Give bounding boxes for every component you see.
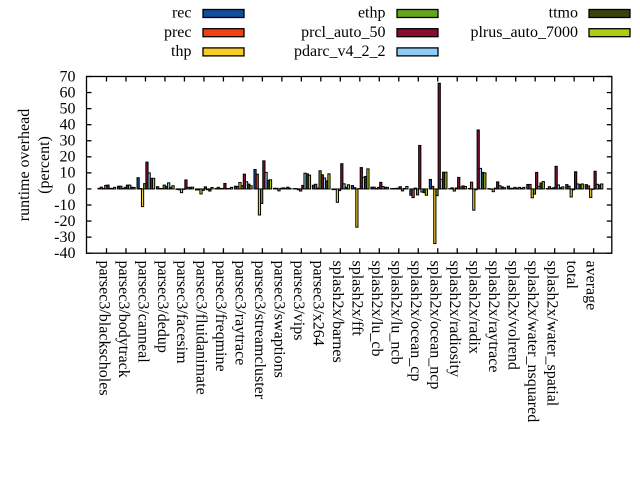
svg-text:-20: -20 [54, 213, 75, 230]
svg-text:60: 60 [60, 84, 76, 101]
svg-text:parsec3/x264: parsec3/x264 [310, 261, 327, 346]
svg-text:splash2x/barnes: splash2x/barnes [329, 261, 346, 363]
svg-text:splash2x/ocean_ncp: splash2x/ocean_ncp [427, 261, 444, 390]
svg-text:30: 30 [60, 133, 76, 150]
svg-text:parsec3/bodytrack: parsec3/bodytrack [115, 261, 132, 378]
svg-text:70: 70 [60, 68, 76, 85]
svg-text:plrus_auto_7000: plrus_auto_7000 [470, 24, 578, 41]
svg-text:total: total [563, 261, 580, 290]
svg-text:ttmo: ttmo [549, 5, 578, 22]
svg-text:prcl_auto_50: prcl_auto_50 [301, 24, 385, 41]
svg-text:0: 0 [68, 181, 76, 198]
svg-text:parsec3/fluidanimate: parsec3/fluidanimate [193, 261, 210, 395]
svg-text:splash2x/volrend: splash2x/volrend [504, 261, 521, 370]
svg-text:splash2x/radix: splash2x/radix [466, 261, 483, 354]
svg-text:splash2x/ocean_cp: splash2x/ocean_cp [407, 261, 424, 382]
svg-text:50: 50 [60, 100, 76, 117]
svg-text:parsec3/freqmine: parsec3/freqmine [212, 261, 229, 372]
svg-text:ethp: ethp [358, 5, 386, 22]
svg-text:-40: -40 [54, 245, 75, 262]
svg-text:parsec3/swaptions: parsec3/swaptions [271, 261, 288, 378]
svg-text:-10: -10 [54, 197, 75, 214]
svg-text:-30: -30 [54, 229, 75, 246]
svg-text:splash2x/lu_ncb: splash2x/lu_ncb [388, 261, 405, 365]
svg-text:thp: thp [171, 43, 191, 60]
svg-text:runtime overhead: runtime overhead [16, 109, 33, 221]
svg-text:splash2x/radiosity: splash2x/radiosity [446, 261, 463, 377]
svg-text:parsec3/raytrace: parsec3/raytrace [232, 261, 249, 366]
svg-text:parsec3/dedup: parsec3/dedup [154, 261, 171, 353]
svg-text:average: average [582, 261, 599, 311]
svg-text:10: 10 [60, 165, 76, 182]
svg-text:parsec3/blackscholes: parsec3/blackscholes [95, 261, 112, 396]
svg-text:(percent): (percent) [36, 136, 53, 194]
svg-text:splash2x/water_nsquared: splash2x/water_nsquared [524, 261, 541, 423]
svg-text:parsec3/streamcluster: parsec3/streamcluster [251, 261, 268, 400]
svg-text:40: 40 [60, 116, 76, 133]
svg-text:parsec3/canneal: parsec3/canneal [134, 261, 151, 364]
svg-text:parsec3/facesim: parsec3/facesim [173, 261, 190, 365]
svg-text:parsec3/vips: parsec3/vips [290, 261, 307, 341]
svg-text:rec: rec [172, 5, 192, 22]
svg-text:pdarc_v4_2_2: pdarc_v4_2_2 [294, 43, 386, 60]
svg-text:splash2x/raytrace: splash2x/raytrace [485, 261, 502, 373]
svg-text:20: 20 [60, 149, 76, 166]
svg-text:splash2x/lu_cb: splash2x/lu_cb [368, 261, 385, 357]
svg-text:splash2x/water_spatial: splash2x/water_spatial [543, 261, 560, 407]
svg-text:splash2x/fft: splash2x/fft [349, 261, 366, 337]
svg-text:prec: prec [164, 24, 192, 41]
